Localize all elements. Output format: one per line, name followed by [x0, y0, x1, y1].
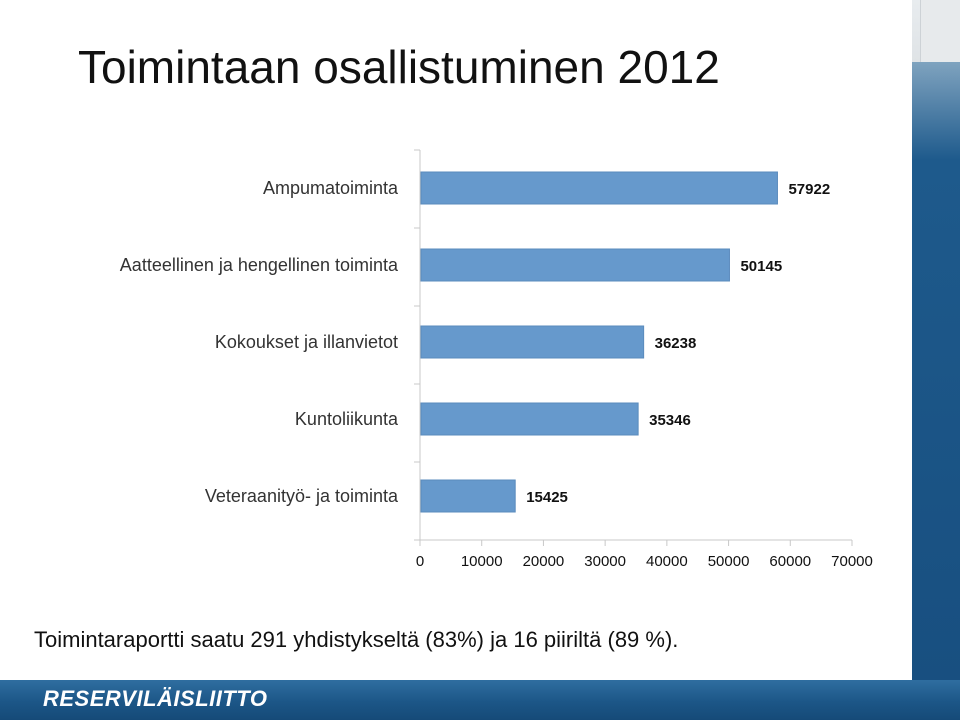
- bar: [420, 248, 730, 282]
- bar: [420, 171, 778, 205]
- x-tick-label: 30000: [584, 553, 626, 570]
- data-label: 35346: [649, 412, 691, 429]
- x-tick-label: 70000: [831, 553, 873, 570]
- x-tick-label: 0: [416, 553, 424, 570]
- bar: [420, 325, 645, 359]
- x-tick-label: 60000: [769, 553, 811, 570]
- data-label: 57922: [788, 181, 830, 198]
- bar: [420, 479, 516, 513]
- footer-note: Toimintaraportti saatu 291 yhdistykseltä…: [34, 627, 679, 652]
- category-label: Aatteellinen ja hengellinen toiminta: [120, 255, 399, 275]
- bar: [420, 402, 639, 436]
- data-label: 50145: [740, 258, 782, 275]
- category-label: Ampumatoiminta: [263, 178, 399, 198]
- category-label: Kokoukset ja illanvietot: [215, 332, 398, 352]
- slide-title: Toimintaan osallistuminen 2012: [78, 41, 720, 93]
- data-label: 15425: [526, 489, 568, 506]
- x-tick-label: 20000: [523, 553, 565, 570]
- x-tick-label: 50000: [708, 553, 750, 570]
- x-tick-label: 40000: [646, 553, 688, 570]
- x-tick-label: 10000: [461, 553, 503, 570]
- data-label: 36238: [655, 335, 697, 352]
- category-label: Kuntoliikunta: [295, 409, 399, 429]
- decorative-side-strip: [912, 0, 960, 680]
- side-strip-highlight: [920, 0, 960, 62]
- category-label: Veteraanityö- ja toiminta: [205, 486, 399, 506]
- brand-logo-text: RESERVILÄISLIITTO: [43, 686, 268, 711]
- bar-chart: 0 10000 20000 30000 40000 50000 60000 70000 Ampu…: [120, 149, 873, 570]
- brand-bar: RESERVILÄISLIITTO: [0, 680, 960, 720]
